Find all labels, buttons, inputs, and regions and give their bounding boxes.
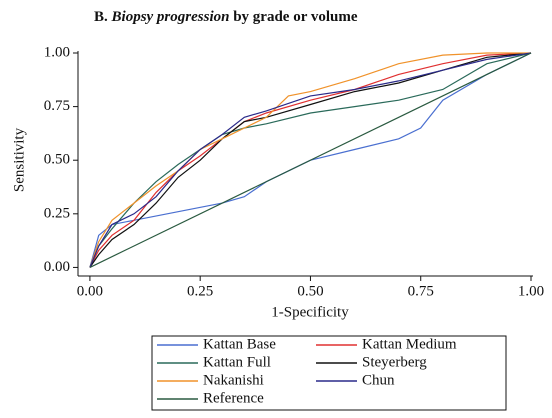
y-tick-label: 0.25 (44, 205, 70, 221)
chart-title: B. Biopsy progression by grade or volume (94, 9, 358, 25)
legend-label: Nakanishi (203, 372, 264, 388)
roc-curve (89, 52, 532, 268)
legend-label: Steyerberg (362, 354, 427, 370)
x-tick-label: 1.00 (518, 283, 544, 299)
x-tick-label: 0.75 (408, 283, 434, 299)
x-axis-label: 1-Specificity (271, 304, 349, 320)
legend-label: Reference (203, 390, 264, 406)
roc-curve (89, 52, 531, 268)
x-tick-label: 0.50 (297, 283, 323, 299)
title-emphasis: Biopsy progression (111, 9, 230, 25)
roc-curve (89, 52, 532, 268)
legend-box (151, 335, 507, 411)
title-label: B. (94, 9, 108, 25)
y-axis-label: Sensitivity (11, 127, 27, 192)
roc-curve (89, 52, 532, 268)
y-tick-label: 0.75 (44, 98, 70, 114)
legend-label: Kattan Medium (362, 336, 457, 352)
y-tick-label: 1.00 (44, 44, 70, 60)
legend-label: Kattan Full (203, 354, 271, 370)
title-rest: by grade or volume (233, 9, 358, 25)
x-tick-label: 0.00 (77, 283, 103, 299)
x-tick-label: 0.25 (187, 283, 213, 299)
legend-label: Chun (362, 372, 395, 388)
y-tick-label: 0.50 (44, 152, 70, 168)
legend-label: Kattan Base (203, 336, 276, 352)
y-tick-label: 0.00 (44, 259, 70, 275)
roc-curve (89, 52, 532, 268)
